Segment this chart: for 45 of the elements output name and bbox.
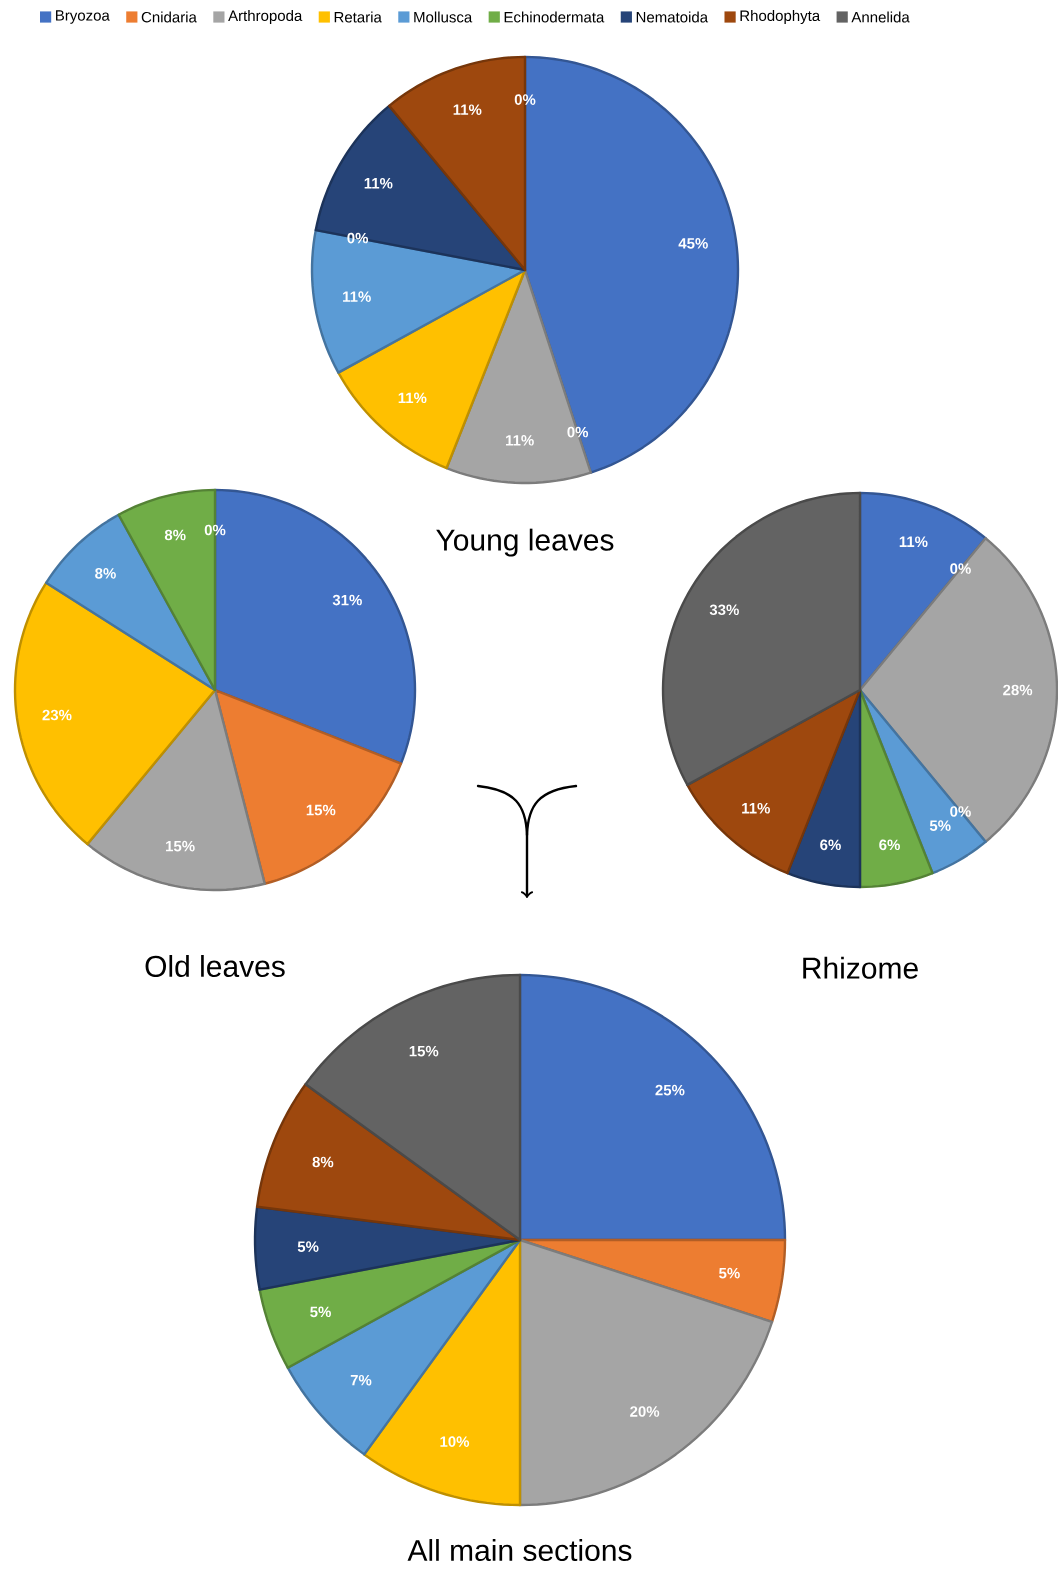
- data-label: 5%: [310, 1306, 331, 1318]
- data-label: 5%: [718, 1267, 740, 1279]
- text: 0%: [950, 563, 971, 574]
- data-label: 15%: [409, 1045, 439, 1057]
- legend-label: Rhodophyta: [740, 10, 821, 24]
- legend-label: Retaria: [334, 11, 382, 23]
- data-label: 11%: [505, 435, 534, 446]
- text: Old leaves: [145, 955, 285, 978]
- text: 0%: [347, 232, 368, 244]
- data-label: 6%: [879, 839, 900, 851]
- data-label: 20%: [630, 1406, 660, 1417]
- text: All main sections: [407, 1539, 632, 1562]
- data-label: 15%: [165, 840, 195, 852]
- legend-label: Bryozoa: [55, 10, 110, 24]
- text: 0%: [950, 806, 971, 817]
- data-label: 7%: [350, 1374, 372, 1386]
- legend-label: Mollusca: [414, 11, 473, 23]
- data-label: 8%: [164, 529, 186, 541]
- data-label: 33%: [709, 604, 739, 616]
- legend-label: Arthropoda: [228, 10, 303, 24]
- text: Young leaves: [436, 528, 614, 557]
- data-label: 10%: [440, 1436, 469, 1447]
- data-label: 23%: [42, 709, 72, 721]
- data-label: 25%: [655, 1084, 685, 1096]
- data-label: 31%: [332, 594, 362, 606]
- data-label: 5%: [297, 1241, 319, 1252]
- data-label: 11%: [899, 536, 928, 548]
- data-label: 5%: [929, 820, 951, 831]
- data-label: 15%: [306, 804, 336, 816]
- text: 0%: [567, 426, 588, 438]
- legend-label: Nematoida: [636, 11, 708, 23]
- legend-label: Echinodermata: [504, 11, 605, 23]
- data-label: 6%: [820, 839, 841, 851]
- data-label: 11%: [398, 392, 427, 404]
- legend-label: Cnidaria: [141, 11, 197, 23]
- data-label: 8%: [312, 1156, 334, 1168]
- legend-label: Annelida: [851, 11, 910, 23]
- data-label: 45%: [678, 238, 708, 249]
- text: Rhizome: [803, 956, 918, 979]
- data-label: 8%: [95, 568, 116, 579]
- data-label: 11%: [742, 802, 770, 814]
- data-label: 11%: [453, 104, 482, 115]
- data-label: 11%: [342, 291, 371, 302]
- data-label: 28%: [1003, 684, 1033, 696]
- data-label: 11%: [364, 177, 393, 189]
